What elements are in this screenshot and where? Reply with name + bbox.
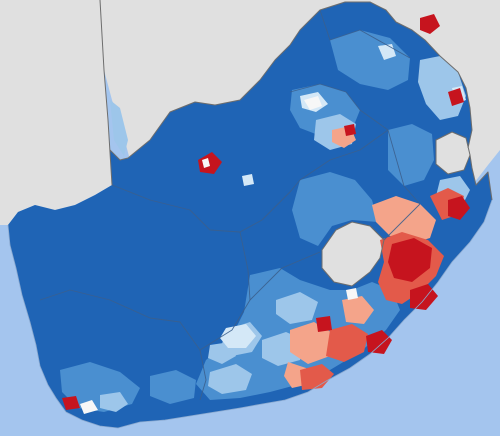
- choropleth-map: [0, 0, 500, 436]
